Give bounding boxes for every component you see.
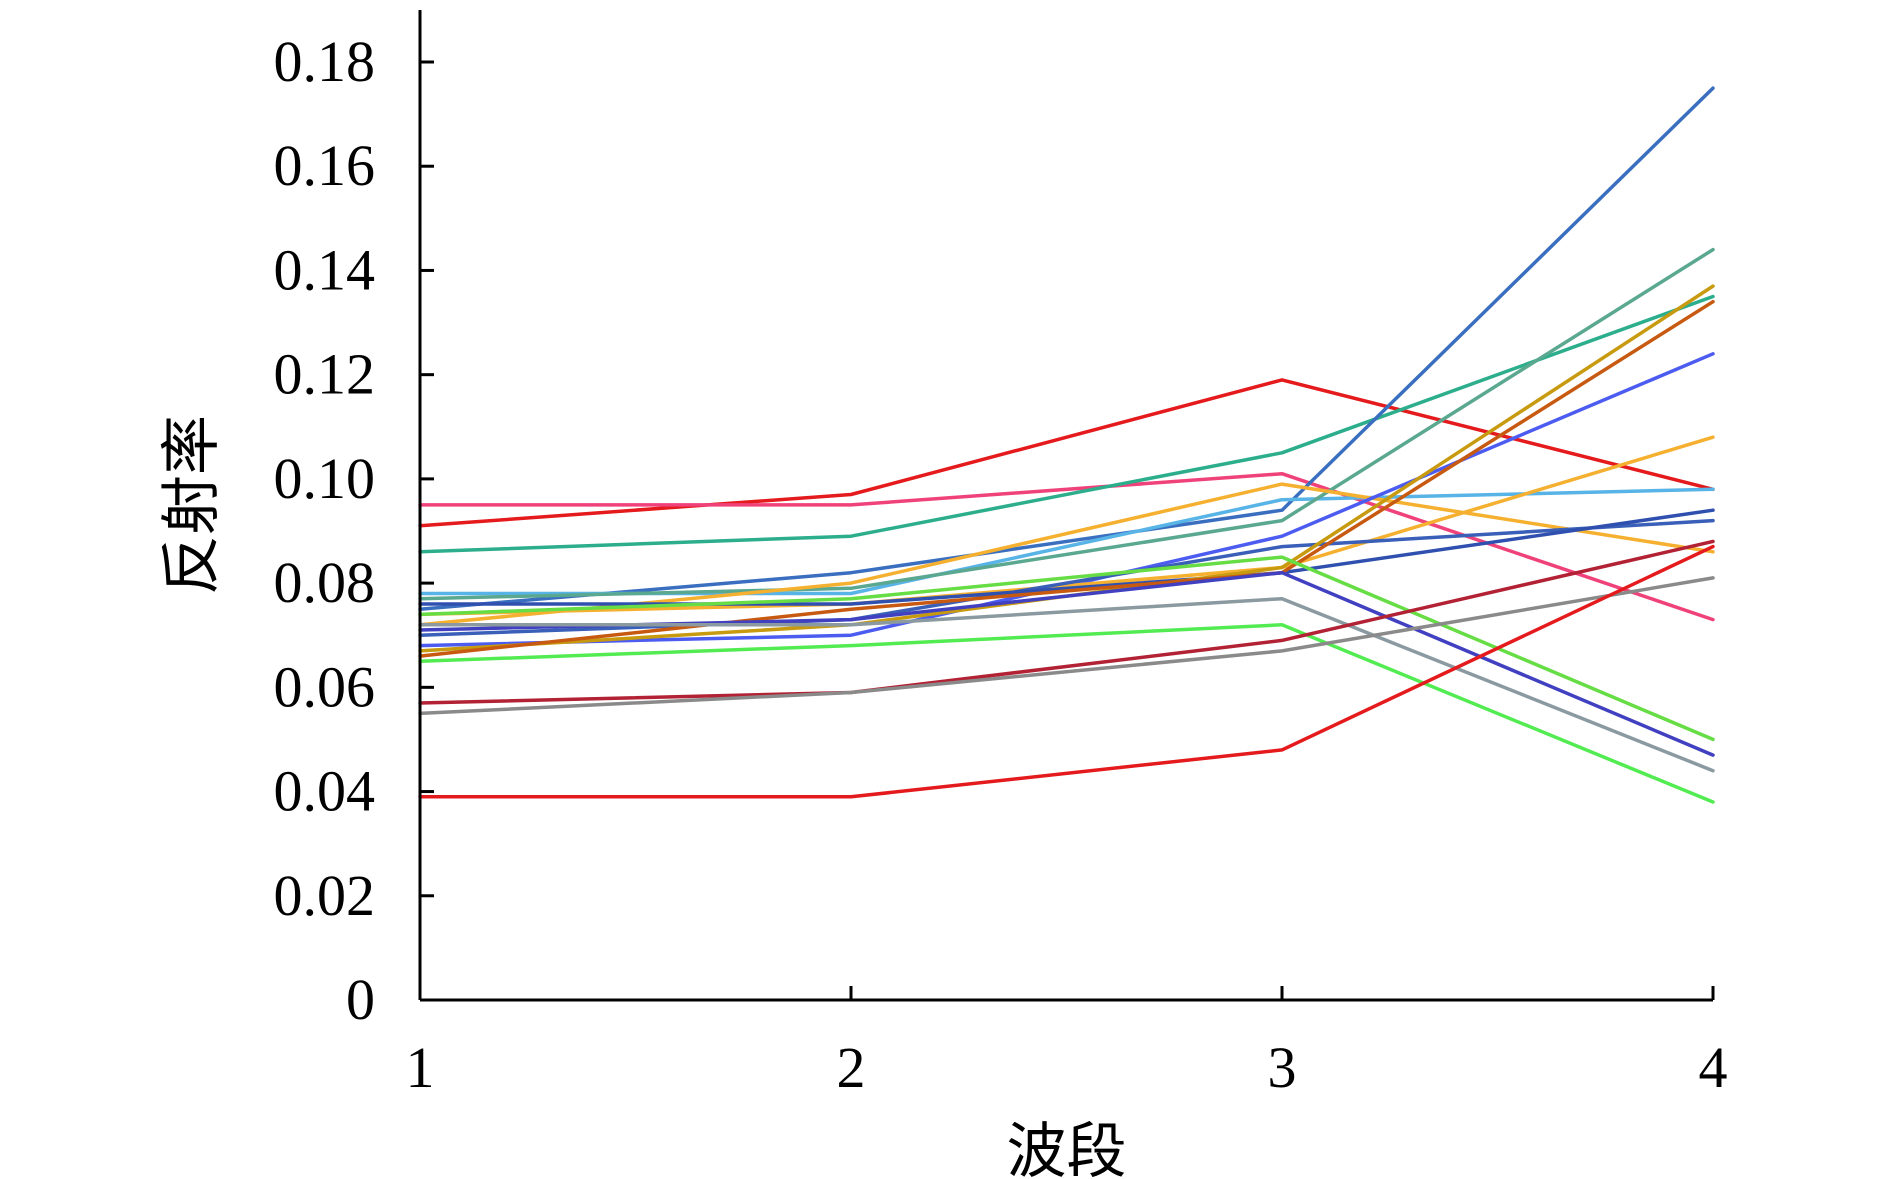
series-line-14 bbox=[418, 570, 1715, 757]
series-line-20 bbox=[418, 544, 1715, 799]
series-line-1 bbox=[418, 378, 1715, 528]
series-line-10 bbox=[418, 518, 1715, 637]
series-line-11 bbox=[418, 508, 1715, 606]
series-line-17 bbox=[418, 596, 1715, 773]
x-tick-label: 2 bbox=[837, 1035, 866, 1100]
series-line-2 bbox=[418, 471, 1715, 622]
y-ticks: 0 0.02 0.04 0.06 0.08 0.10 0.12 0.14 0.16 0.18 bbox=[274, 29, 434, 1032]
y-tick-label: 0 bbox=[346, 967, 375, 1032]
x-axis-title: 波段 bbox=[1007, 1117, 1127, 1179]
y-axis-title: 反射率 bbox=[157, 415, 227, 595]
series-layer bbox=[418, 86, 1715, 804]
series-line-6 bbox=[418, 247, 1715, 601]
series-line-4 bbox=[418, 86, 1715, 611]
series-line-9 bbox=[418, 435, 1715, 617]
series-line-18 bbox=[418, 539, 1715, 705]
series-line-8 bbox=[418, 352, 1715, 648]
y-tick-label: 0.18 bbox=[274, 29, 376, 94]
y-tick-label: 0.08 bbox=[274, 550, 376, 615]
y-tick-label: 0.16 bbox=[274, 133, 376, 198]
x-ticks: 1 2 3 4 bbox=[406, 986, 1728, 1100]
y-tick-label: 0.12 bbox=[274, 342, 376, 407]
x-tick-label: 3 bbox=[1268, 1035, 1297, 1100]
x-tick-label: 1 bbox=[406, 1035, 435, 1100]
y-tick-label: 0.02 bbox=[274, 863, 376, 928]
y-tick-label: 0.10 bbox=[274, 446, 376, 511]
y-tick-label: 0.14 bbox=[274, 237, 376, 302]
series-line-19 bbox=[418, 576, 1715, 716]
series-line-16 bbox=[418, 623, 1715, 804]
series-line-3 bbox=[418, 294, 1715, 554]
y-tick-label: 0.04 bbox=[274, 759, 376, 824]
axes bbox=[418, 10, 1713, 1002]
series-line-13 bbox=[418, 299, 1715, 658]
x-tick-label: 4 bbox=[1699, 1035, 1728, 1100]
y-tick-label: 0.06 bbox=[274, 654, 376, 719]
